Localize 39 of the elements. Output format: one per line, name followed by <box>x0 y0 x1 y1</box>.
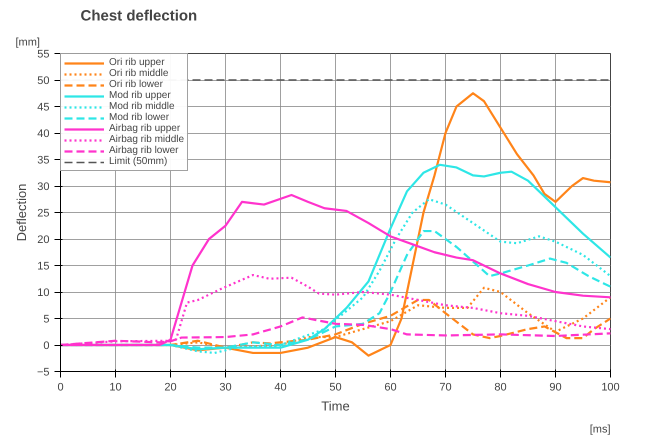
legend-label: Mod rib lower <box>109 112 170 123</box>
legend-label: Limit (50mm) <box>109 156 168 167</box>
x-tick-label: 50 <box>329 382 342 394</box>
legend-label: Ori rib upper <box>109 57 165 68</box>
x-tick-label: 100 <box>601 382 620 394</box>
x-tick-label: 30 <box>219 382 232 394</box>
y-tick-label: 30 <box>37 181 50 193</box>
y-tick-label: 5 <box>43 314 50 326</box>
legend-label: Airbag rib upper <box>109 123 180 134</box>
y-tick-label: 55 <box>37 48 50 60</box>
y-tick-label: 10 <box>37 287 50 299</box>
y-tick-label: 20 <box>37 234 50 246</box>
x-tick-label: 20 <box>164 382 177 394</box>
x-tick-label: 80 <box>494 382 507 394</box>
legend-label: Airbag rib middle <box>109 134 184 145</box>
y-tick-label: 35 <box>37 154 50 166</box>
text: [mm] <box>16 36 40 48</box>
y-tick-label: 40 <box>37 128 50 140</box>
legend-label: Airbag rib lower <box>109 145 178 156</box>
x-tick-label: 0 <box>57 382 64 394</box>
x-tick-label: 70 <box>439 382 452 394</box>
text: [ms] <box>590 424 611 436</box>
legend-label: Mod rib middle <box>109 101 175 112</box>
y-tick-label: 50 <box>37 75 50 87</box>
y-axis-title: Deflection <box>14 184 29 242</box>
x-tick-label: 10 <box>109 382 122 394</box>
x-tick-label: 90 <box>549 382 562 394</box>
legend-label: Ori rib middle <box>109 68 168 79</box>
legend-label: Ori rib lower <box>109 79 163 90</box>
y-tick-label: 45 <box>37 102 50 114</box>
legend-label: Mod rib upper <box>109 90 171 101</box>
x-tick-label: 60 <box>384 382 397 394</box>
y-tick-label: 25 <box>37 208 50 220</box>
y-tick-label: −5 <box>36 366 50 378</box>
x-axis-title: Time <box>321 398 350 414</box>
y-tick-label: 0 <box>43 340 50 352</box>
chart-title: Chest deflection <box>80 8 198 24</box>
x-tick-label: 40 <box>274 382 287 394</box>
y-tick-label: 15 <box>37 260 50 272</box>
